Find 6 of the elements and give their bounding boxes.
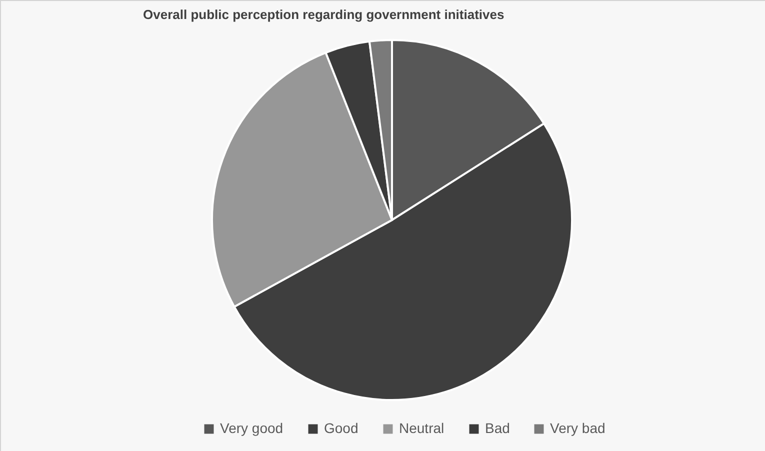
legend-label: Neutral (399, 420, 444, 436)
legend-label: Very bad (550, 420, 606, 436)
legend-label: Bad (485, 420, 510, 436)
legend-label: Very good (220, 420, 284, 436)
chart-title: Overall public perception regarding government initiatives (143, 7, 504, 22)
legend-label: Good (324, 420, 358, 436)
